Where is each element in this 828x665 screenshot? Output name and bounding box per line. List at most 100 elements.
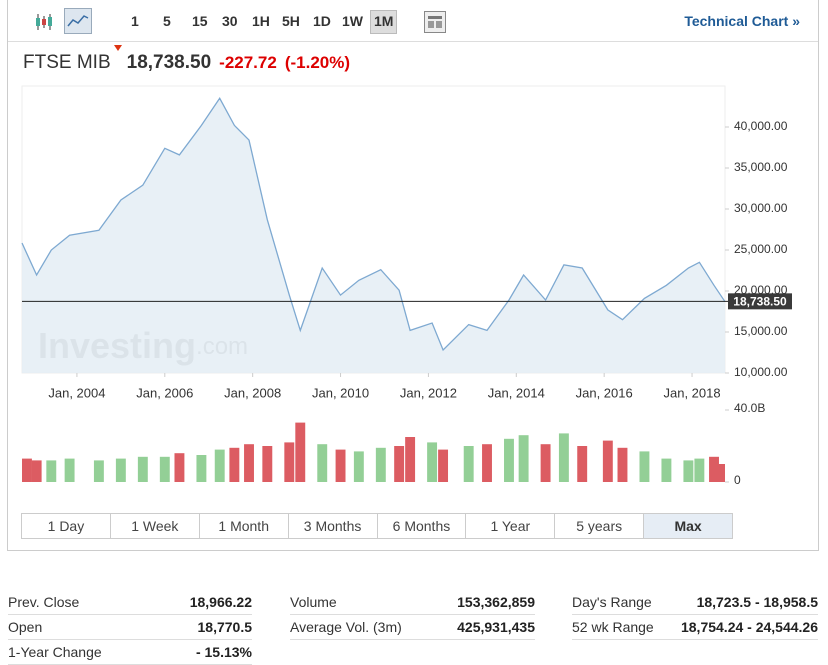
instrument-name: FTSE MIB [23,52,111,73]
range-tab[interactable]: 3 Months [289,514,378,538]
volume-bar [518,435,529,482]
price: 18,738.50 [126,52,212,73]
stat-label: Open [8,619,43,635]
stat-label: Average Vol. (3m) [290,619,402,635]
stat-value: 18,754.24 - 24,544.26 [680,619,818,635]
chart: Investing.com10,000.0015,000.0020,000.00… [21,85,792,487]
candle-icon[interactable] [34,12,54,32]
volume-bar [64,458,75,482]
stat-row: Average Vol. (3m) 425,931,435 [290,615,535,640]
change: -227.72 [219,53,277,72]
down-flag [113,45,122,51]
volume-bar [115,458,126,482]
x-tick-label: Jan, 2010 [312,385,369,400]
x-tick-label: Jan, 2008 [224,385,281,400]
volume-bar [709,456,719,482]
y-tick-label: 40,000.00 [734,119,788,133]
line-icon[interactable] [64,8,92,34]
volume-bar [375,447,386,482]
x-tick-label: Jan, 2016 [576,385,633,400]
volume-bar [46,460,57,482]
last-price-box [728,293,792,310]
volume-bar [602,440,613,482]
x-tick-label: Jan, 2018 [663,385,720,400]
volume-bar [639,451,650,482]
interval-button[interactable]: 1D [313,13,331,29]
interval-button[interactable]: 5H [282,13,300,29]
volume-bar [284,442,295,482]
y-tick-label: 15,000.00 [734,324,788,338]
stat-row: Open 18,770.5 [8,615,252,640]
stat-label: 52 wk Range [572,619,654,635]
stat-value: 18,723.5 - 18,958.5 [696,594,818,610]
quote-header: FTSE MIB 18,738.50 -227.72 (-1.20%) [23,45,358,74]
range-tab[interactable]: 1 Year [466,514,556,538]
interval-button[interactable]: 1W [342,13,363,29]
volume-bar [427,442,438,482]
volume-bar [244,444,254,482]
volume-bar [504,438,514,482]
interval-button[interactable]: 30 [222,13,238,29]
stat-row: Day's Range 18,723.5 - 18,958.5 [572,590,818,615]
settings-icon[interactable] [423,10,447,34]
stat-row: Prev. Close 18,966.22 [8,590,252,615]
range-tabs: 1 Day 1 Week 1 Month 3 Months 6 Months 1 Year… [21,513,733,539]
stat-label: Prev. Close [8,594,80,610]
volume-bar [617,447,628,482]
range-tab[interactable]: Max [644,514,732,538]
stat-value: - 15.13% [195,644,252,660]
stat-label: 1-Year Change [8,644,102,660]
volume-bar [353,451,364,482]
range-tab[interactable]: 1 Week [111,514,200,538]
volume-bar [482,444,492,482]
y-tick-label: 25,000.00 [734,242,788,256]
volume-bar [405,437,416,482]
y-tick-label: 40.0B [734,401,765,415]
volume-bar [295,422,306,482]
x-tick-label: Jan, 2004 [48,385,105,400]
volume-bar [93,460,104,482]
volume-bar [558,433,569,482]
range-tab[interactable]: 6 Months [378,514,467,538]
x-tick-label: Jan, 2012 [400,385,457,400]
x-tick-label: Jan, 2014 [488,385,545,400]
volume-bar [661,458,672,482]
range-tab[interactable]: 1 Month [200,514,289,538]
volume-bar [335,449,346,482]
volume-bar [540,444,551,482]
volume-bar [214,449,225,482]
interval-button[interactable]: 5 [163,13,171,29]
stat-value: 18,770.5 [197,619,253,635]
stat-label: Volume [290,594,337,610]
interval-button[interactable]: 1M [370,10,398,34]
volume-bar [463,446,474,482]
stat-row: 52 wk Range 18,754.24 - 24,544.26 [572,615,818,640]
stat-value: 425,931,435 [457,619,535,635]
range-tab[interactable]: 5 years [555,514,645,538]
volume-bar [715,464,725,482]
chart-widget [7,0,819,551]
y-tick-label: 30,000.00 [734,201,788,215]
volume-bar [31,460,42,482]
stat-row: Volume 153,362,859 [290,590,535,615]
y-tick-label: 0 [734,473,741,487]
stat-label: Day's Range [572,594,652,610]
change-pct: (-1.20%) [284,53,351,72]
volume-bar [22,458,32,482]
volume-bar [394,446,405,482]
interval-button[interactable]: 15 [192,13,208,29]
volume-bar [159,456,170,482]
stat-value: 153,362,859 [457,594,535,610]
stat-row: 1-Year Change - 15.13% [8,640,252,665]
volume-bar [683,460,694,482]
toolbar: 1 5 15 30 1H 5H 1D 1W 1M Technical Chart » [8,0,818,42]
interval-button[interactable]: 1 [131,13,139,29]
y-tick-label: 10,000.00 [734,365,788,379]
technical-chart-link[interactable]: Technical Chart » [684,13,800,29]
stat-value: 18,966.22 [189,594,252,610]
interval-button[interactable]: 1H [252,13,270,29]
volume-bar [137,456,148,482]
range-tab[interactable]: 1 Day [22,514,111,538]
last-price-label: 18,738.50 [733,295,787,309]
